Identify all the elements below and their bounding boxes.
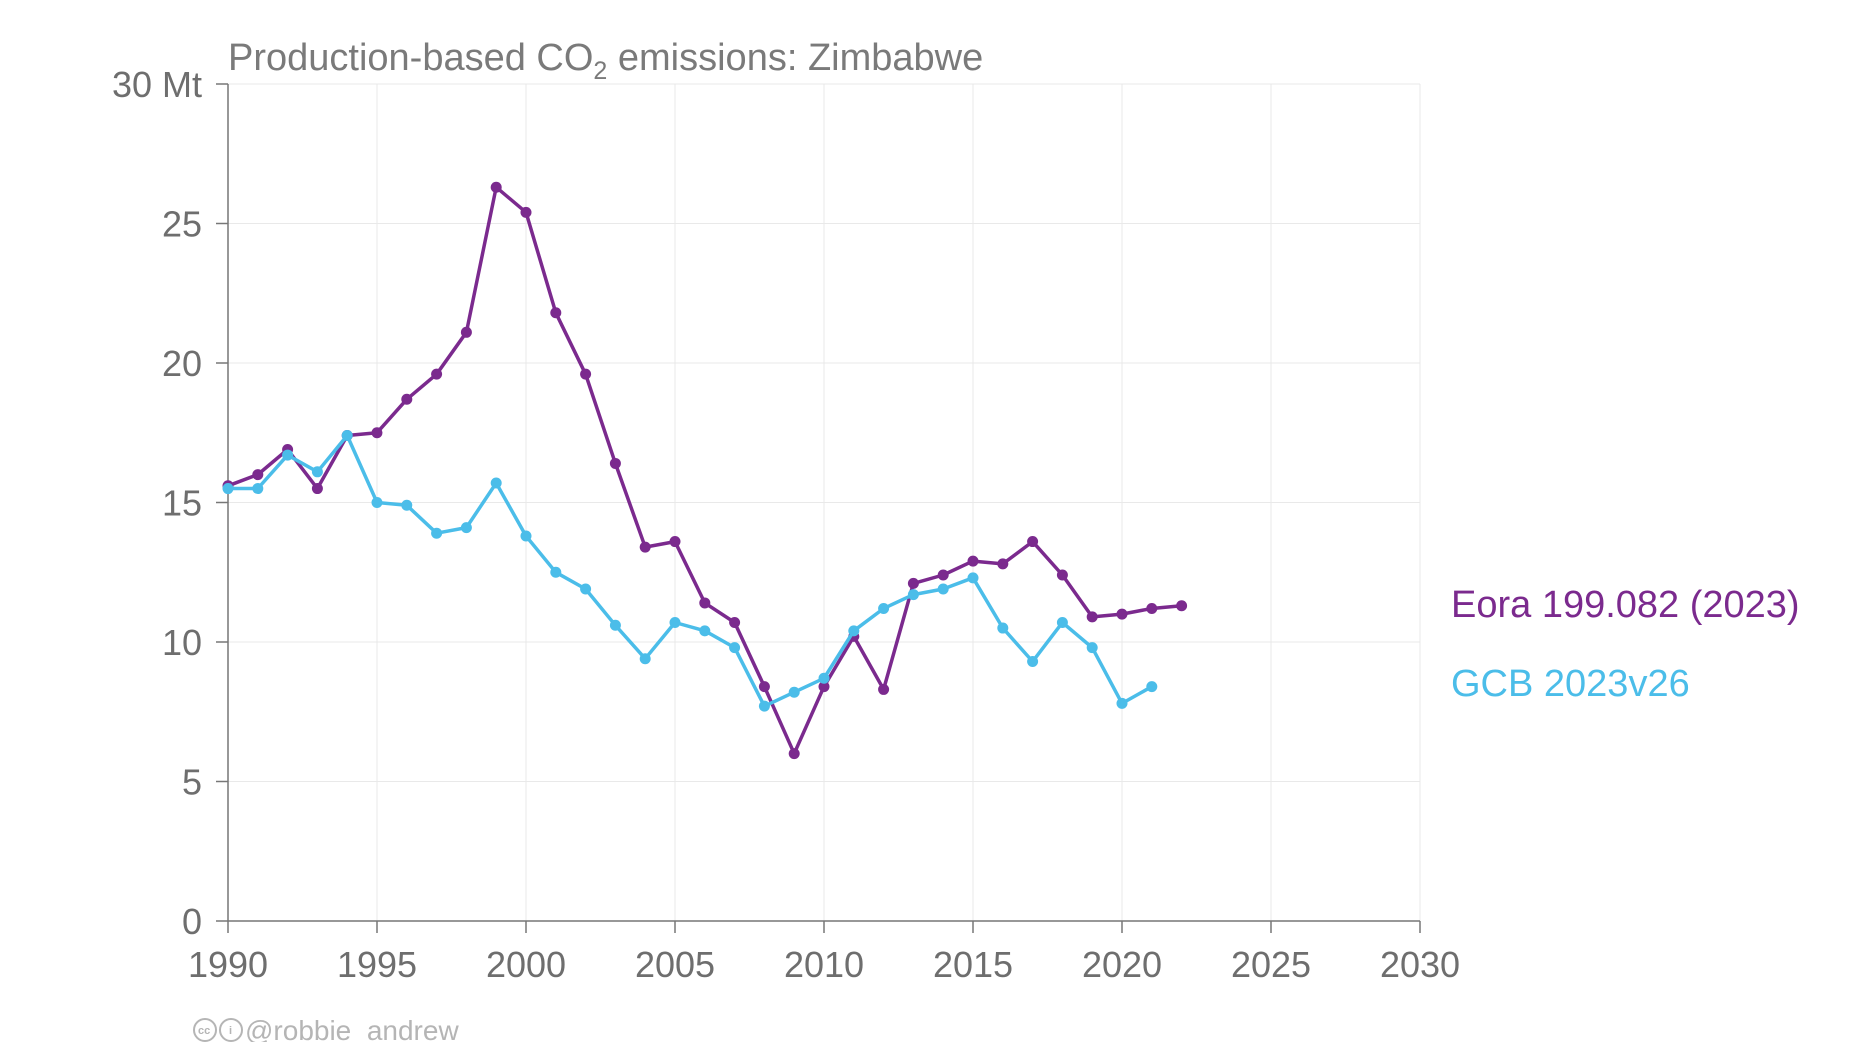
y-tick-label: 30 Mt [112, 64, 202, 105]
data-point [669, 536, 681, 548]
data-point [282, 449, 294, 461]
data-point [878, 603, 890, 615]
data-point [729, 642, 741, 654]
data-series [222, 181, 1188, 760]
data-point [1027, 656, 1039, 668]
data-point [788, 686, 800, 698]
data-point [818, 681, 830, 693]
cc-icon: cc [193, 1018, 217, 1042]
data-point [669, 616, 681, 628]
data-point [1056, 569, 1068, 581]
cc-icon-label: cc [198, 1025, 210, 1037]
x-tick-label: 2015 [933, 944, 1013, 985]
author-handle: @robbie_andrew [245, 1015, 459, 1042]
data-point [609, 619, 621, 631]
y-tick-label: 0 [182, 901, 202, 942]
data-point [937, 569, 949, 581]
data-point [520, 530, 532, 542]
data-point [520, 206, 532, 218]
data-point [848, 625, 860, 637]
data-point [907, 577, 919, 589]
legend: Eora 199.082 (2023) GCB 2023v26 [1451, 584, 1800, 705]
series-0 [222, 181, 1188, 760]
data-point [609, 457, 621, 469]
data-point [431, 368, 443, 380]
data-point [699, 597, 711, 609]
series-line [226, 185, 1184, 756]
series-1 [222, 430, 1158, 712]
x-tick-label: 1990 [188, 944, 268, 985]
data-point [1146, 681, 1158, 693]
data-point [997, 558, 1009, 570]
data-point [758, 681, 770, 693]
data-point [1086, 642, 1098, 654]
data-point [460, 326, 472, 338]
data-point [580, 583, 592, 595]
data-point [311, 466, 323, 478]
x-tick-label: 2005 [635, 944, 715, 985]
data-point [550, 307, 562, 319]
data-point [1027, 536, 1039, 548]
x-tick-label: 2010 [784, 944, 864, 985]
data-point [580, 368, 592, 380]
data-point [460, 522, 472, 534]
legend-label: GCB 2023v26 [1451, 663, 1690, 705]
x-tick-label: 2000 [486, 944, 566, 985]
data-point [341, 430, 353, 442]
y-tick-label: 10 [162, 622, 202, 663]
data-point [967, 555, 979, 567]
data-point [401, 393, 413, 405]
axes [216, 83, 1421, 933]
data-point [1176, 600, 1188, 612]
x-tick-label: 2030 [1380, 944, 1460, 985]
y-tick-label: 20 [162, 343, 202, 384]
data-point [1056, 616, 1068, 628]
data-point [997, 622, 1009, 634]
data-point [878, 683, 890, 695]
by-icon: i [219, 1018, 243, 1042]
x-tick-label: 2025 [1231, 944, 1311, 985]
data-point [1146, 603, 1158, 615]
gridlines [228, 83, 1421, 921]
y-tick-label: 15 [162, 483, 202, 524]
data-point [252, 483, 264, 495]
data-point [699, 625, 711, 637]
data-point [1116, 608, 1128, 620]
data-point [490, 181, 502, 193]
data-point [371, 497, 383, 508]
data-point [907, 589, 919, 601]
by-icon-label: i [229, 1025, 232, 1037]
x-tick-label: 1995 [337, 944, 417, 985]
data-point [639, 653, 651, 665]
data-point [967, 572, 979, 584]
data-point [788, 748, 800, 760]
chart-title: Production-based CO2 emissions: Zimbabwe [228, 37, 983, 85]
data-point [431, 527, 443, 539]
data-point [1086, 611, 1098, 623]
data-point [639, 541, 651, 553]
data-point [550, 566, 562, 578]
data-point [937, 583, 949, 595]
x-tick-label: 2020 [1082, 944, 1162, 985]
legend-label: Eora 199.082 (2023) [1451, 584, 1800, 626]
data-point [758, 700, 770, 712]
data-point [311, 483, 323, 495]
data-point [401, 499, 413, 511]
y-tick-label: 5 [182, 762, 202, 803]
data-point [490, 477, 502, 489]
data-point [818, 672, 830, 684]
credit: cc i @robbie_andrew [193, 1015, 459, 1042]
y-tick-label: 25 [162, 204, 202, 245]
data-point [371, 427, 383, 439]
data-point [252, 469, 264, 481]
data-point [1116, 697, 1128, 709]
data-point [729, 616, 741, 628]
data-point [222, 483, 234, 495]
